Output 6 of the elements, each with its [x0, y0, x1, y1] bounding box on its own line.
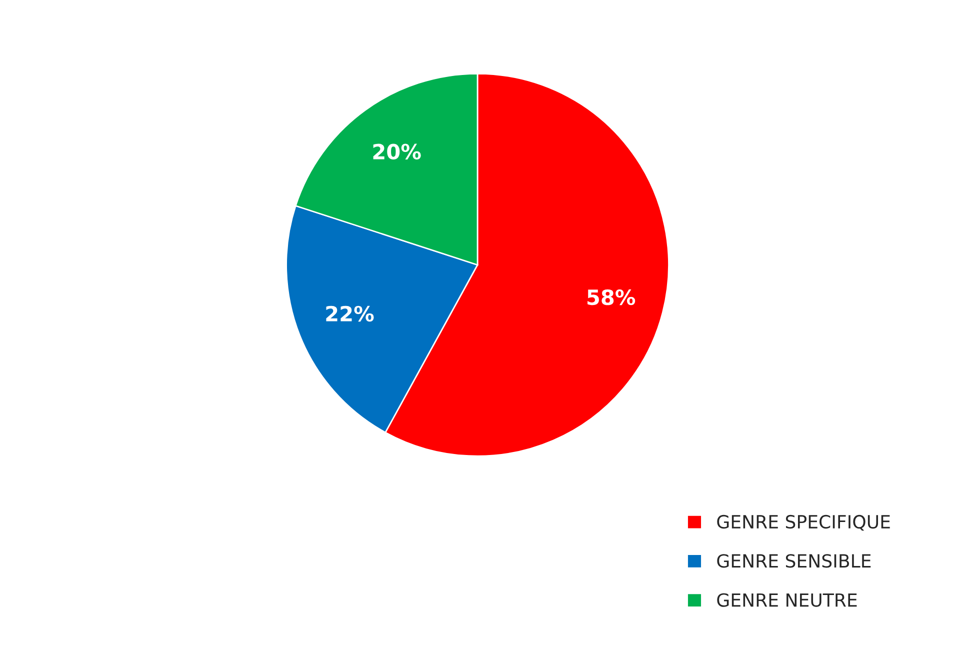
data-label: 20% [373, 144, 421, 160]
legend-label: GENRE NEUTRE [717, 593, 857, 607]
legend-label: GENRE SENSIBLE [717, 554, 871, 568]
data-label: 58% [588, 289, 636, 306]
legend-label: GENRE SPECIFIQUE [717, 514, 890, 531]
data-label: 22% [326, 306, 374, 322]
